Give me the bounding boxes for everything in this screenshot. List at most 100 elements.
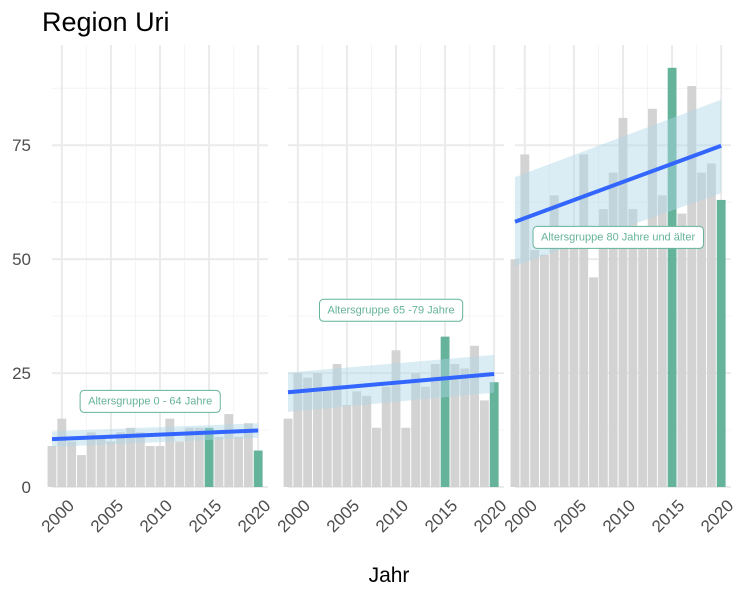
bar [628,209,638,487]
bar [371,427,381,487]
x-tick-label: 2020 [234,496,274,536]
bar [155,445,165,487]
bar [411,373,421,487]
annotation-box [79,389,221,413]
x-tick-label: 2000 [274,496,314,536]
bar [313,373,322,487]
bar [126,427,135,487]
annotation-box [532,225,704,249]
bar [638,240,648,487]
bar [540,254,549,487]
y-tick-label: 50 [12,250,31,269]
trend-line [51,428,259,442]
x-tick-label: 2010 [372,496,412,536]
bar [391,350,401,487]
bar [697,172,706,487]
x-tick-label: 2015 [185,496,225,536]
x-tick-label: 2020 [697,496,737,536]
bar [352,391,362,487]
bar [342,404,352,487]
bar [618,117,628,487]
bar [589,277,598,487]
bar [421,386,430,487]
x-tick-label: 2015 [421,496,461,536]
x-tick-label: 2000 [501,496,541,536]
bar [362,395,371,487]
bar [401,427,411,487]
trend-line [514,143,722,224]
x-tick-label: 2005 [323,496,363,536]
chart-title: Region Uri [42,7,170,37]
x-tick-label: 2005 [550,496,590,536]
x-tick-label: 2015 [648,496,688,536]
x-tick-label: 2010 [599,496,639,536]
bar [657,195,667,487]
bar [116,432,126,487]
highlight-bar [440,336,450,487]
bar [430,363,440,487]
bar [549,195,559,487]
bar [194,427,204,487]
bar [106,441,116,487]
facet-panel: Altersgruppe 0 - 64 Jahre 2000 2005 2010 201… [38,45,274,536]
x-axis-title: Jahr [369,564,410,587]
x-tick-label: 2010 [136,496,176,536]
annotation-box [318,298,464,322]
bar [283,418,293,487]
bar [381,386,391,487]
bar [57,418,67,487]
bar [234,436,243,487]
highlight-bar [253,450,263,487]
bar [175,441,185,487]
bar [322,386,332,487]
bar [303,377,313,487]
bar [687,86,697,487]
bar [579,154,589,487]
bar [135,432,145,487]
bar [86,432,96,487]
bar [648,108,657,487]
annotation-text: Altersgruppe 0 - 64 Jahre [88,395,212,407]
bar [520,154,530,487]
annotation-text: Altersgruppe 65 -79 Jahre [327,304,454,316]
annotation-label: Altersgruppe 65 -79 Jahre [318,298,464,322]
trend-line [287,372,495,395]
bar [214,436,224,487]
bar [598,209,608,487]
highlight-bar [667,67,677,487]
highlight-bar [204,427,214,487]
annotation-label: Altersgruppe 0 - 64 Jahre [79,389,221,413]
y-tick-label: 0 [22,478,31,497]
bar [569,231,579,487]
bar [608,172,618,487]
x-tick-label: 2000 [38,496,78,536]
bar [47,445,57,487]
bar [293,373,303,487]
bar [77,455,86,487]
y-tick-label: 25 [12,364,31,383]
bar [224,414,234,487]
annotation-text: Altersgruppe 80 Jahre und älter [541,231,695,243]
bar [479,400,489,487]
highlight-bar [489,382,499,487]
bar [96,436,106,487]
x-tick-label: 2005 [87,496,127,536]
annotation-label: Altersgruppe 80 Jahre und älter [532,225,704,249]
bar [165,418,175,487]
bar [243,423,253,487]
bar [145,445,155,487]
highlight-bar [716,199,726,487]
bar [460,368,470,487]
bar [450,363,460,487]
bar [706,163,716,487]
bar [677,213,687,487]
y-axis: 0 25 50 75 [12,136,31,497]
bar [470,345,479,487]
bar [510,259,520,487]
y-tick-label: 75 [12,136,31,155]
bar [559,236,569,487]
bar [332,363,342,487]
